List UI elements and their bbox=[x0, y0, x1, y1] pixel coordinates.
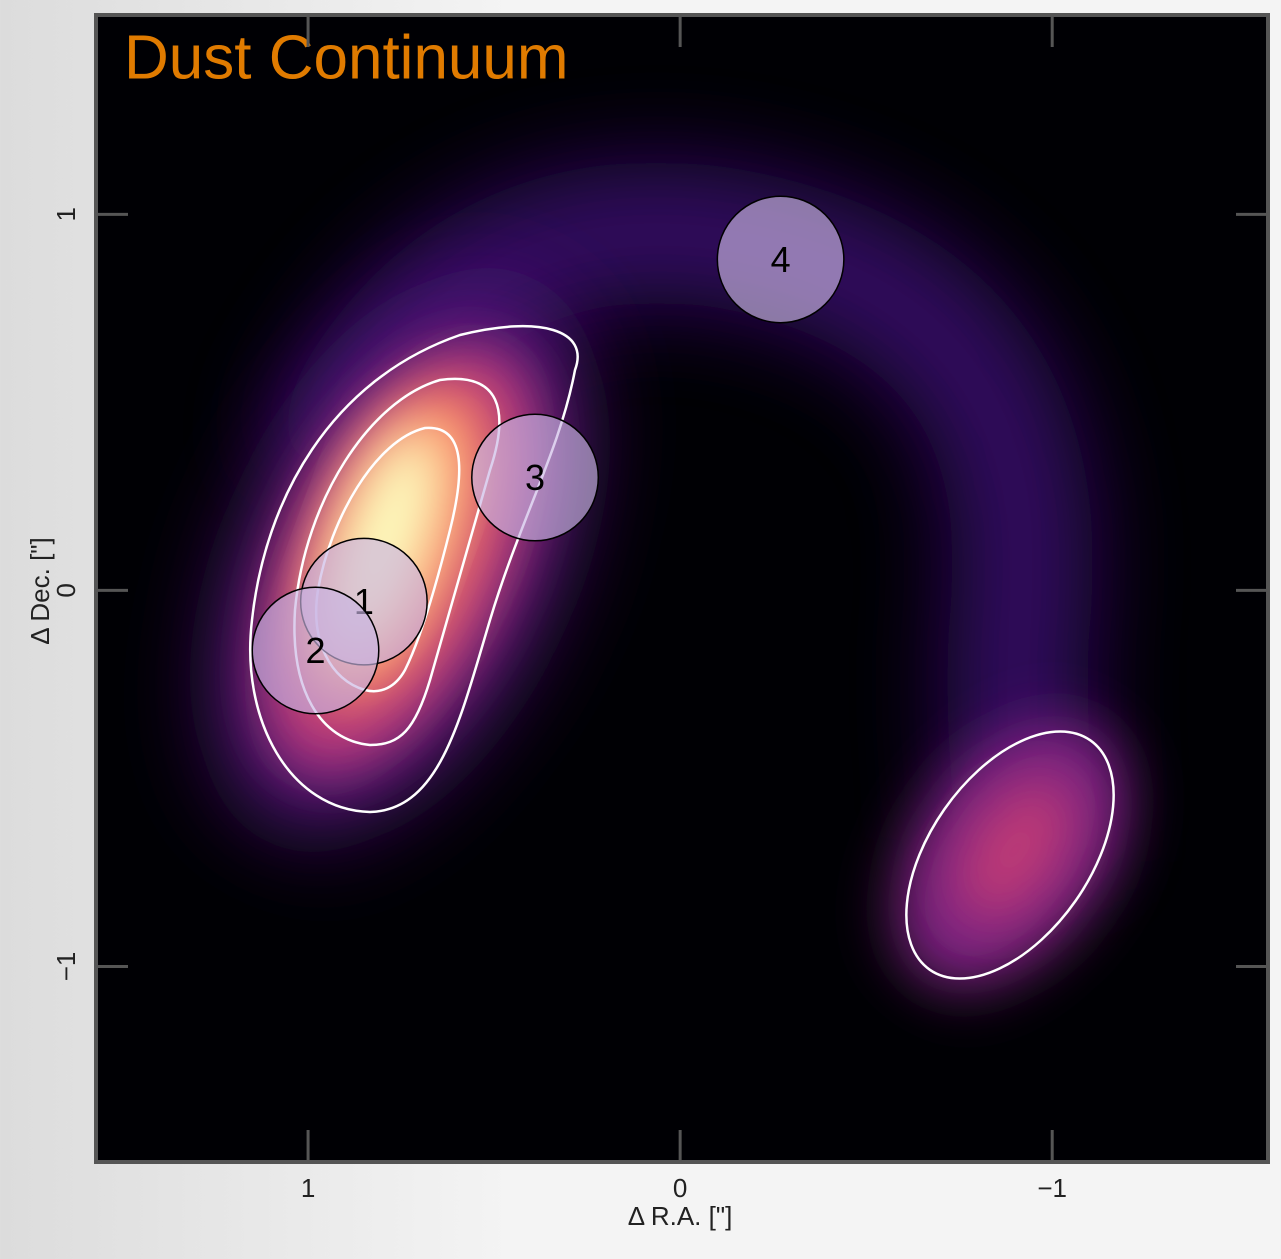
y-tick-label: −1 bbox=[51, 952, 81, 982]
x-axis-label: Δ R.A. ["] bbox=[628, 1201, 733, 1231]
y-axis-label: Δ Dec. ["] bbox=[25, 537, 55, 645]
x-tick-label: 0 bbox=[673, 1173, 687, 1203]
x-tick-label: −1 bbox=[1037, 1173, 1067, 1203]
aperture-label: 2 bbox=[306, 630, 326, 671]
plot-frame bbox=[94, 13, 1270, 1164]
x-tick-label: 1 bbox=[301, 1173, 315, 1203]
aperture bbox=[251, 586, 380, 715]
aperture bbox=[716, 195, 845, 324]
y-tick-label: 1 bbox=[51, 207, 81, 221]
aperture-label: 3 bbox=[525, 457, 545, 498]
aperture-label: 4 bbox=[771, 239, 791, 280]
aperture bbox=[471, 413, 600, 542]
y-tick-label: 0 bbox=[51, 583, 81, 597]
chart-title: Dust Continuum bbox=[124, 23, 569, 92]
